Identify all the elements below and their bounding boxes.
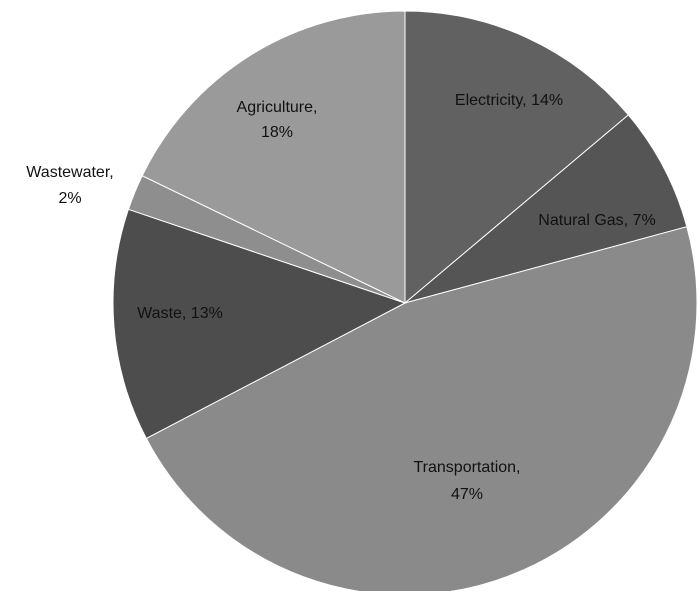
pie-label-line: Waste, 13% <box>137 305 223 322</box>
pie-slice-electricity <box>404 10 630 305</box>
pie-label-waste: Waste, 13% <box>137 305 223 322</box>
pie-label-line: Transportation, <box>413 459 520 476</box>
pie-slices <box>112 10 698 591</box>
pie-label-line: Electricity, 14% <box>455 92 563 109</box>
pie-label-electricity: Electricity, 14% <box>455 92 563 109</box>
pie-label-wastewater: Wastewater, 2% <box>26 164 113 207</box>
pie-label-line: Agriculture, <box>237 99 318 116</box>
pie-label-line: 18% <box>261 124 293 141</box>
pie-label-line: Natural Gas, 7% <box>538 212 655 229</box>
pie-labels: Electricity, 14% Natural Gas, 7% Transport… <box>26 92 655 503</box>
pie-label-line: Wastewater, <box>26 164 113 181</box>
pie-label-transportation: Transportation, 47% <box>413 459 520 503</box>
pie-slice-waste <box>112 208 407 440</box>
pie-slice-agriculture <box>141 10 406 304</box>
pie-slice-transportation <box>145 226 698 591</box>
pie-label-line: 2% <box>58 190 81 207</box>
pie-label-natural-gas: Natural Gas, 7% <box>538 212 655 229</box>
pie-slice-natural-gas <box>404 114 688 304</box>
pie-label-agriculture: Agriculture, 18% <box>237 99 318 141</box>
pie-label-line: 47% <box>451 486 483 503</box>
